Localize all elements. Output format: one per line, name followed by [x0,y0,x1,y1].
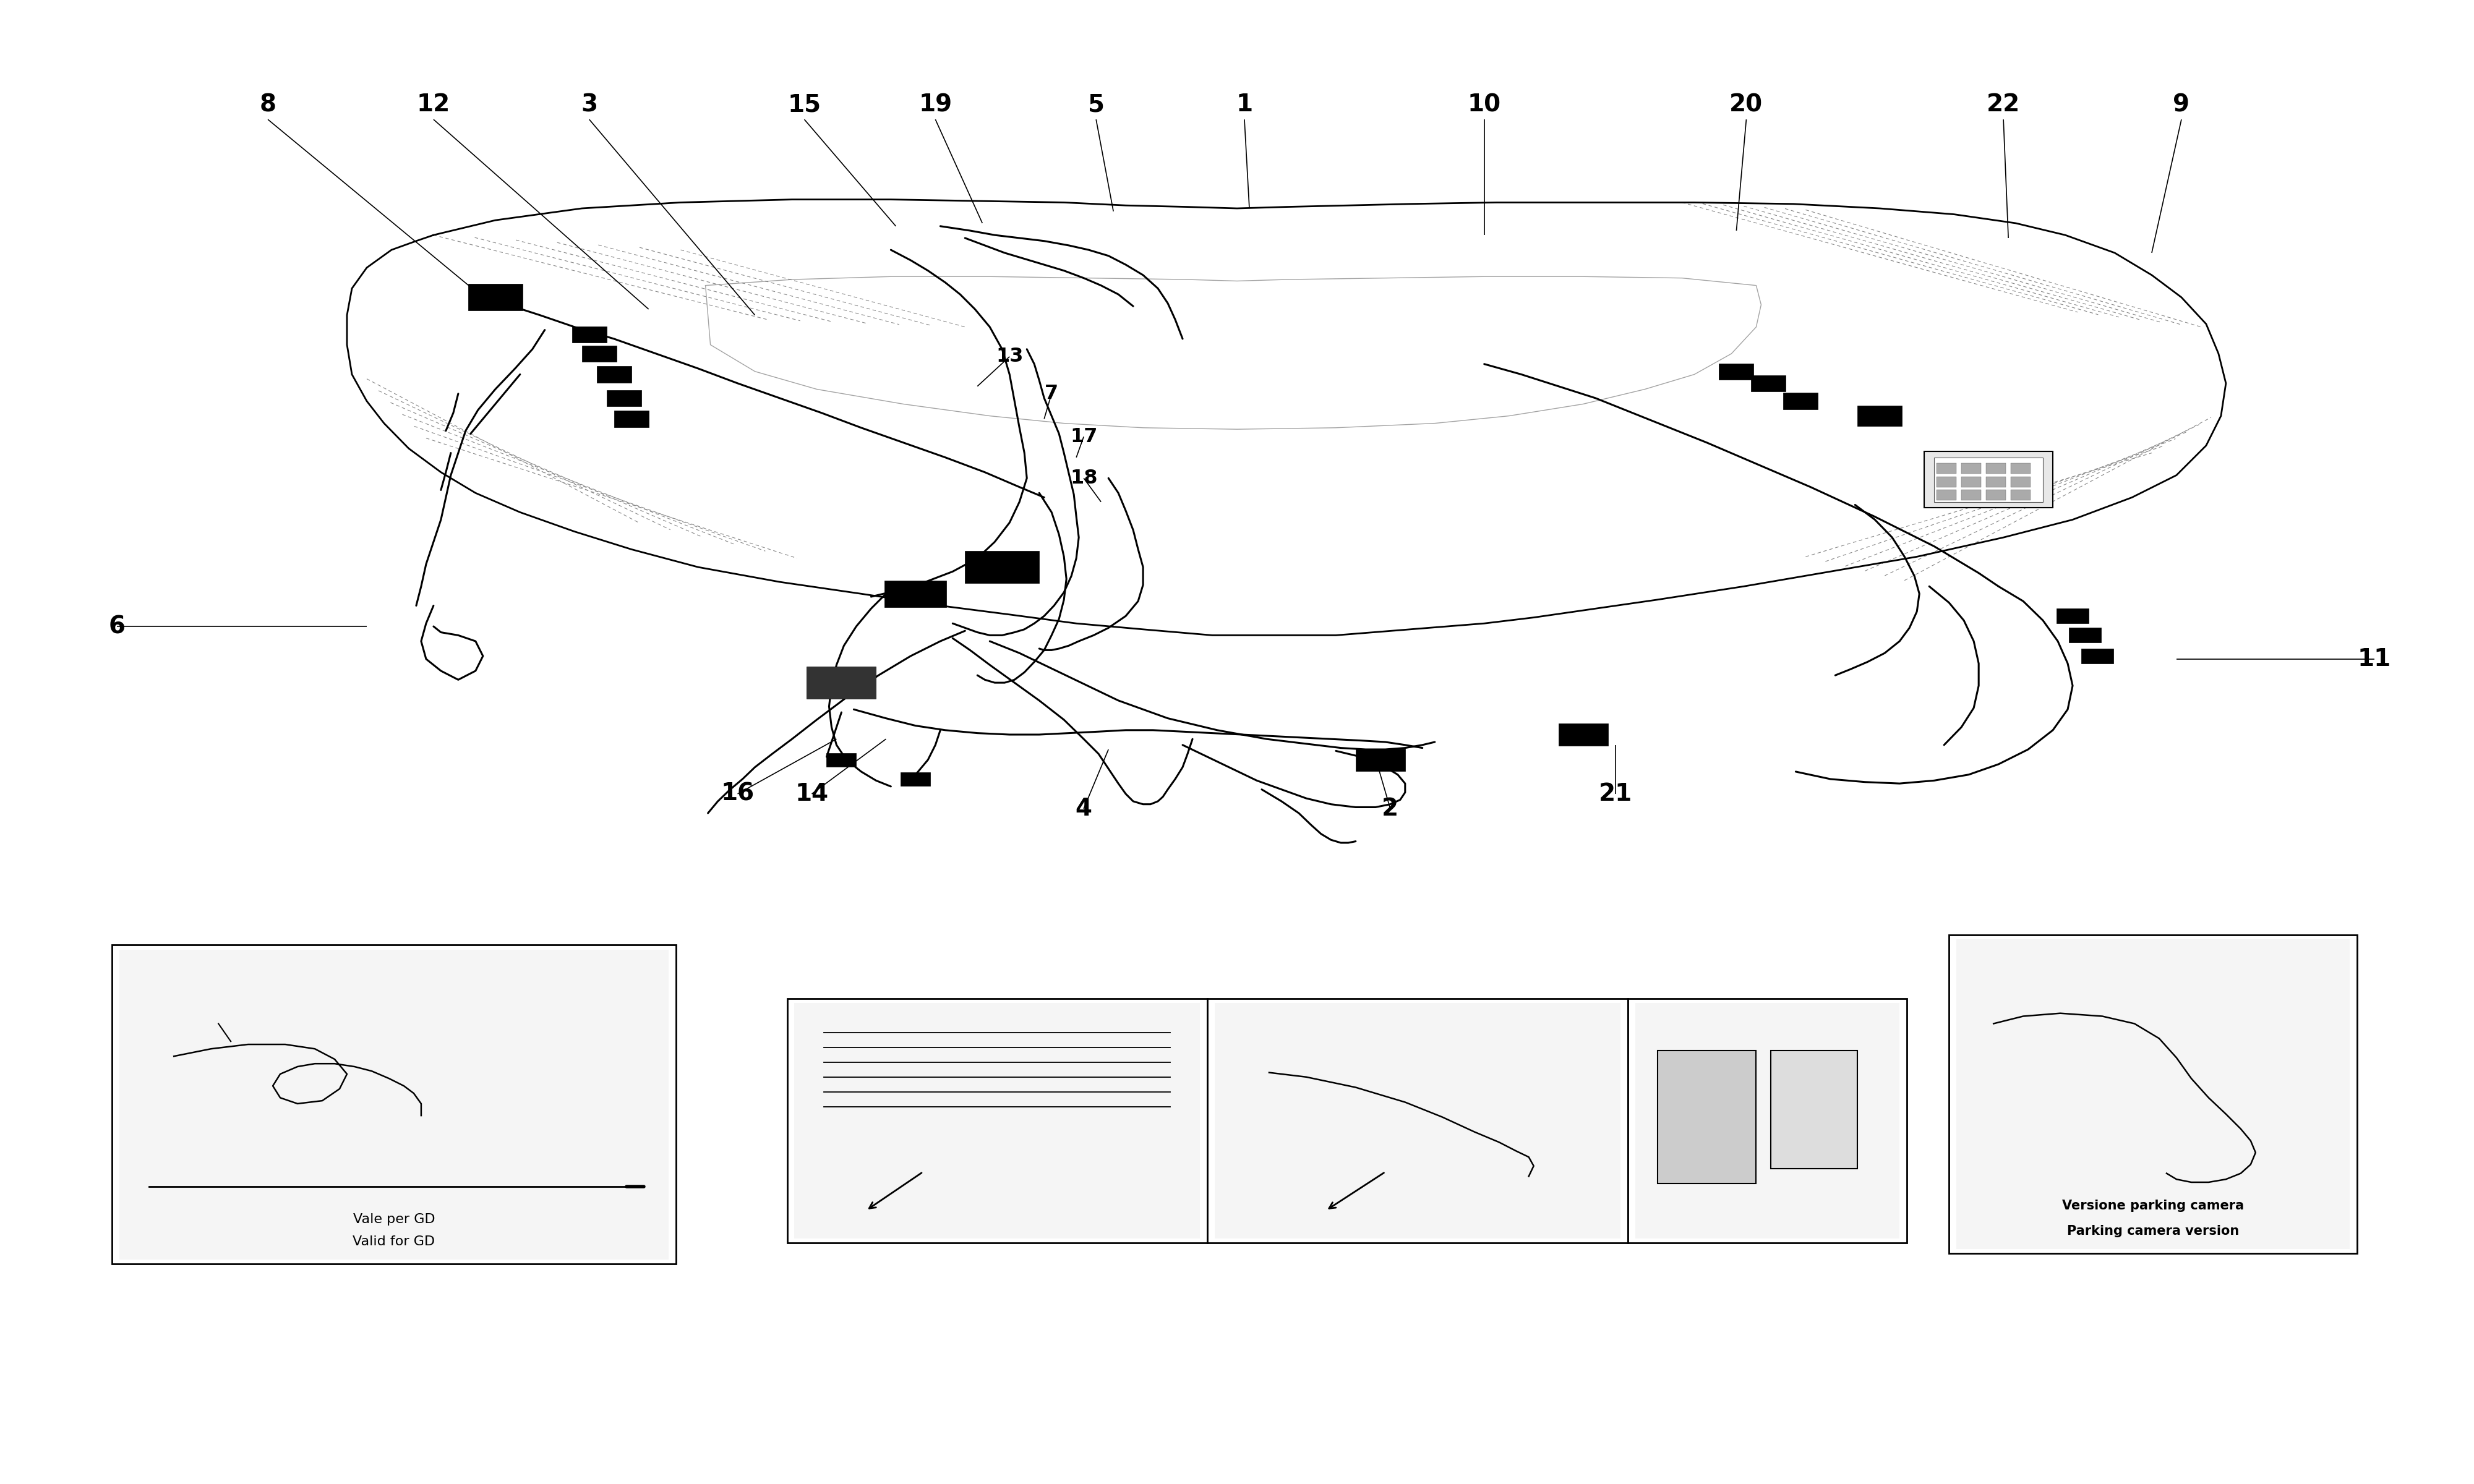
Text: 8: 8 [260,93,277,116]
Bar [1987,490,2006,500]
Text: 28: 28 [2162,1002,2189,1022]
Bar [1937,476,1957,487]
Bar [119,950,668,1260]
Text: 27: 27 [267,1014,294,1034]
Bar [1962,490,1982,500]
Bar [606,390,641,407]
Text: 3: 3 [581,93,599,116]
Bar [794,1003,1200,1239]
Bar [1950,935,2358,1254]
Text: 12: 12 [416,93,450,116]
Bar [1957,939,2350,1250]
Text: 4: 4 [1076,797,1091,821]
Text: Valid for GD: Valid for GD [354,1235,435,1248]
Bar [965,551,1039,583]
Bar [1784,393,1818,410]
Text: Versione parking camera: Versione parking camera [2061,1199,2244,1212]
Bar [1752,375,1786,392]
Text: 7: 7 [1044,384,1059,404]
Bar [1962,463,1982,473]
Bar [1628,999,1907,1244]
Bar [1962,476,1982,487]
Text: 20: 20 [1729,93,1764,116]
Bar [1937,463,1957,473]
Text: 23: 23 [1648,1031,1677,1052]
Text: Vale per GD: Vale per GD [354,1212,435,1226]
Bar [1987,463,2006,473]
Text: 6: 6 [109,614,126,638]
Text: 13: 13 [997,347,1024,367]
Text: 14: 14 [794,782,829,806]
Text: 18: 18 [1069,469,1098,488]
Bar [1771,1051,1858,1169]
Text: 19: 19 [918,93,952,116]
Text: 9: 9 [2172,93,2189,116]
Text: 21: 21 [1598,782,1633,806]
Bar [1858,405,1903,426]
Bar [787,999,1207,1244]
Bar [571,326,606,343]
Bar [596,367,631,383]
Bar [468,283,522,310]
Bar [2011,490,2031,500]
Text: 25: 25 [329,1177,356,1198]
Text: 26: 26 [945,1031,975,1052]
Bar [886,580,948,607]
Bar [1719,364,1754,380]
Text: 2: 2 [1383,797,1398,821]
Text: 17: 17 [1069,427,1098,447]
Bar [614,411,648,427]
Bar [1935,457,2044,502]
Bar [581,346,616,362]
Bar [826,752,856,766]
Bar [2011,476,2031,487]
Bar [2068,628,2100,643]
Text: 10: 10 [1467,93,1502,116]
Bar [1559,724,1608,745]
Bar [1215,1003,1620,1239]
Bar [1987,476,2006,487]
Bar [807,666,876,699]
Bar [1937,490,1957,500]
Text: 22: 22 [1987,93,2021,116]
Text: 15: 15 [787,93,821,116]
Text: 5: 5 [1089,93,1103,116]
Bar [1658,1051,1757,1184]
Bar [901,772,930,785]
Bar [2056,608,2088,623]
Bar [1925,451,2053,508]
Bar [1635,1003,1900,1239]
Text: 24: 24 [1717,1031,1747,1052]
Bar [2081,649,2113,663]
Bar [1356,748,1405,770]
Bar [111,945,675,1264]
Text: 29: 29 [1311,1155,1341,1175]
Bar [1207,999,1628,1244]
Text: Parking camera version: Parking camera version [2066,1224,2239,1238]
Text: 1: 1 [1237,93,1252,116]
Bar [2011,463,2031,473]
Text: 11: 11 [2358,647,2390,671]
Text: 16: 16 [720,782,755,806]
